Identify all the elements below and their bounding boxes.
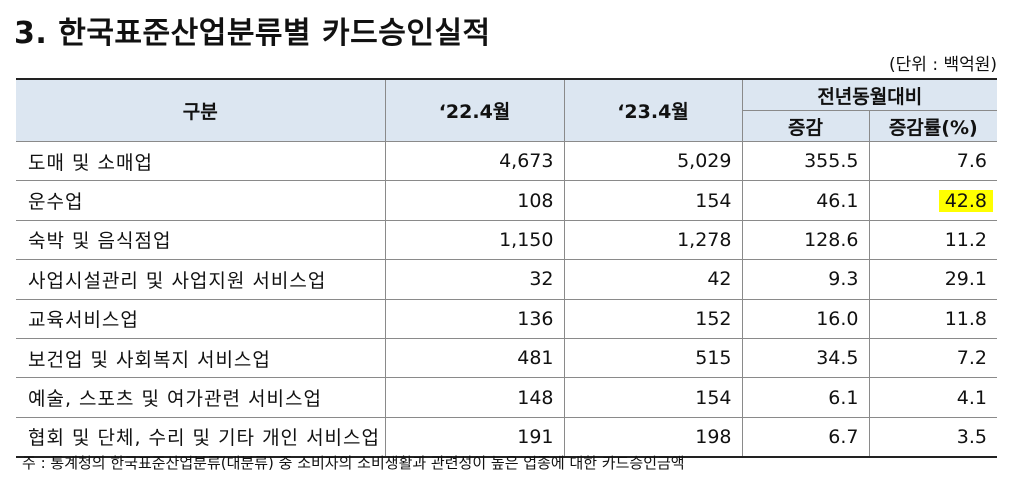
cell-curr: 152 [563,299,742,339]
table-row: 사업시설관리 및 사업지원 서비스업 32 42 9.3 29.1 [16,259,998,300]
cell-curr: 154 [563,377,742,418]
table-row: 운수업 108 154 46.1 42.8 [16,180,998,221]
row-label: 예술, 스포츠 및 여가관련 서비스업 [16,377,385,418]
cell-rate: 7.6 [868,141,998,182]
header-prev-month: ‘22.4월 [384,78,564,142]
table-header-row: 구분 ‘22.4월 ‘23.4월 전년동월대비 [16,78,998,142]
header-yoy-group: 전년동월대비 [741,78,998,111]
cell-prev: 32 [384,259,564,300]
table-row: 협회 및 단체, 수리 및 기타 개인 서비스업 191 198 6.7 3.5 [16,417,998,459]
cell-prev: 108 [384,180,564,221]
row-label: 교육서비스업 [16,299,385,339]
row-label: 도매 및 소매업 [16,141,385,182]
cell-rate: 29.1 [868,259,998,300]
cell-curr: 515 [563,338,742,379]
row-label: 보건업 및 사회복지 서비스업 [16,338,385,379]
row-label: 숙박 및 음식점업 [16,220,385,261]
cell-rate: 7.2 [868,338,998,379]
cell-diff: 34.5 [741,338,869,379]
card-approval-table: 구분 ‘22.4월 ‘23.4월 전년동월대비 증감 증감률(%) 도매 및 소… [16,78,998,459]
cell-prev: 148 [384,377,564,418]
table-row: 보건업 및 사회복지 서비스업 481 515 34.5 7.2 [16,338,998,379]
table-row: 예술, 스포츠 및 여가관련 서비스업 148 154 6.1 4.1 [16,377,998,418]
header-curr-month: ‘23.4월 [563,78,742,142]
table-row: 숙박 및 음식점업 1,150 1,278 128.6 11.2 [16,220,998,261]
unit-label: (단위 : 백억원) [889,55,997,75]
row-label: 협회 및 단체, 수리 및 기타 개인 서비스업 [16,417,385,459]
table-row: 교육서비스업 136 152 16.0 11.8 [16,299,998,339]
highlighted-rate: 42.8 [938,189,994,212]
cell-curr: 154 [563,180,742,221]
cell-rate: 3.5 [868,417,998,459]
page-title: 3. 한국표준산업분류별 카드승인실적 [14,16,491,51]
cell-prev: 4,673 [384,141,564,182]
cell-diff: 9.3 [741,259,869,300]
cell-rate: 4.1 [868,377,998,418]
cell-prev: 191 [384,417,564,459]
cell-diff: 46.1 [741,180,869,221]
cell-prev: 136 [384,299,564,339]
cell-rate: 11.8 [868,299,998,339]
cell-diff: 355.5 [741,141,869,182]
cell-diff: 128.6 [741,220,869,261]
cell-curr: 42 [563,259,742,300]
table-subheader-row: 증감 증감률(%) [16,110,998,142]
header-rate: 증감률(%) [868,110,998,142]
row-label: 사업시설관리 및 사업지원 서비스업 [16,259,385,300]
cell-prev: 481 [384,338,564,379]
table-row: 도매 및 소매업 4,673 5,029 355.5 7.6 [16,141,998,182]
cell-diff: 6.7 [741,417,869,459]
footnote: 주 : 통계청의 한국표준산업분류(대분류) 중 소비자의 소비생활과 관련성이… [22,454,685,472]
cell-rate: 11.2 [868,220,998,261]
header-category: 구분 [16,78,385,142]
row-label: 운수업 [16,180,385,221]
cell-diff: 16.0 [741,299,869,339]
cell-rate: 42.8 [868,180,998,221]
cell-curr: 5,029 [563,141,742,182]
header-diff: 증감 [741,110,869,142]
cell-prev: 1,150 [384,220,564,261]
cell-curr: 1,278 [563,220,742,261]
cell-curr: 198 [563,417,742,459]
cell-diff: 6.1 [741,377,869,418]
